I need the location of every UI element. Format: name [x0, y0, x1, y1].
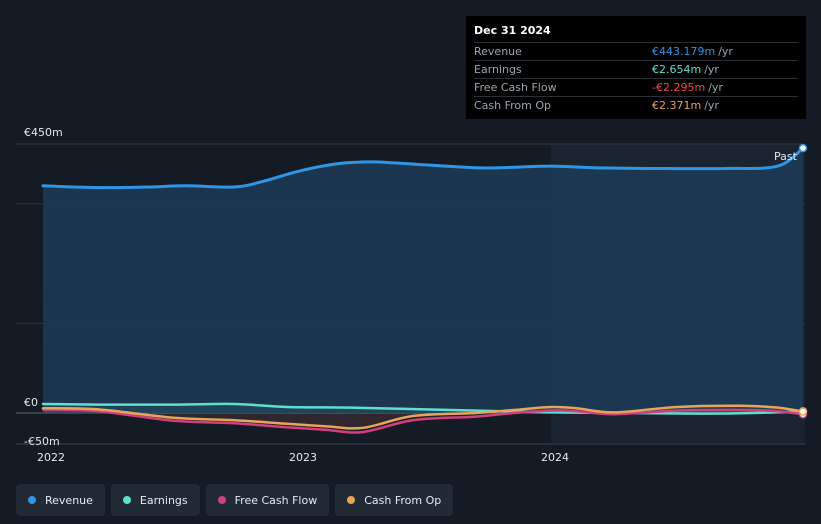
- revenue-area: [42, 148, 803, 413]
- tooltip-label: Cash From Op: [474, 99, 552, 112]
- y-tick-label: €0: [24, 396, 38, 409]
- tooltip: Dec 31 2024 Revenue €443.179m /yr Earnin…: [466, 16, 806, 119]
- tooltip-unit: /yr: [718, 45, 733, 58]
- tooltip-unit: /yr: [704, 99, 719, 112]
- tooltip-value: -€2.295m: [652, 81, 706, 94]
- free-cash-flow-area: [42, 409, 803, 433]
- free-cash-flow-dot-icon: [217, 496, 226, 504]
- label-layer: €450m €0 -€50m 2022 2023 2024 Past: [24, 126, 798, 464]
- tooltip-label: Revenue: [474, 45, 522, 58]
- line-layer: [41, 143, 808, 434]
- revenue-dot-icon: [28, 496, 36, 504]
- legend-label: Cash From Op: [364, 493, 442, 507]
- chart-area: €450m €0 -€50m 2022 2023 2024 Past: [16, 126, 808, 473]
- bottom-spacer: [16, 443, 805, 473]
- legend-item-earnings[interactable]: Earnings: [110, 484, 200, 516]
- tooltip-value: €443.179m: [652, 45, 716, 58]
- tooltip-row-cash-from-op: Cash From Op €2.371m /yr: [474, 97, 798, 114]
- tooltip-value: €2.654m: [652, 63, 702, 76]
- area-layer: [42, 148, 803, 433]
- cash-from-op-line: [41, 404, 805, 430]
- x-tick-label: 2024: [541, 451, 569, 464]
- cash-from-op-dot-icon: [347, 496, 356, 504]
- tooltip-row-revenue: Revenue €443.179m /yr: [474, 43, 798, 61]
- tooltip-label: Free Cash Flow: [474, 81, 557, 94]
- tooltip-value: €2.371m: [652, 99, 702, 112]
- past-label: Past: [774, 150, 798, 163]
- revenue-end-point: [798, 143, 808, 153]
- tooltip-unit: /yr: [704, 63, 719, 76]
- revenue-line: [41, 146, 805, 190]
- legend-label: Free Cash Flow: [234, 493, 318, 507]
- tooltip-label: Earnings: [474, 63, 522, 76]
- legend-label: Revenue: [45, 493, 93, 507]
- legend-label: Earnings: [139, 493, 188, 507]
- legend-item-cash-from-op[interactable]: Cash From Op: [335, 484, 454, 516]
- y-tick-label: -€50m: [24, 435, 60, 448]
- y-tick-label: €450m: [24, 126, 63, 139]
- free-cash-flow-line: [41, 408, 805, 434]
- earnings-line: [41, 402, 805, 415]
- cash-from-op-end-point: [798, 407, 808, 416]
- legend-item-revenue[interactable]: Revenue: [16, 484, 105, 516]
- tooltip-row-free-cash-flow: Free Cash Flow -€2.295m /yr: [474, 79, 798, 97]
- tooltip-row-earnings: Earnings €2.654m /yr: [474, 61, 798, 79]
- tooltip-date: Dec 31 2024: [474, 22, 798, 43]
- earnings-dot-icon: [122, 496, 131, 504]
- cash-from-op-area: [42, 405, 803, 429]
- earnings-area: [42, 403, 803, 414]
- legend: Revenue Earnings Free Cash Flow Cash Fro…: [16, 484, 454, 516]
- legend-item-free-cash-flow[interactable]: Free Cash Flow: [205, 484, 330, 516]
- x-tick-label: 2022: [37, 451, 65, 464]
- tooltip-unit: /yr: [708, 81, 723, 94]
- x-tick-label: 2023: [289, 451, 317, 464]
